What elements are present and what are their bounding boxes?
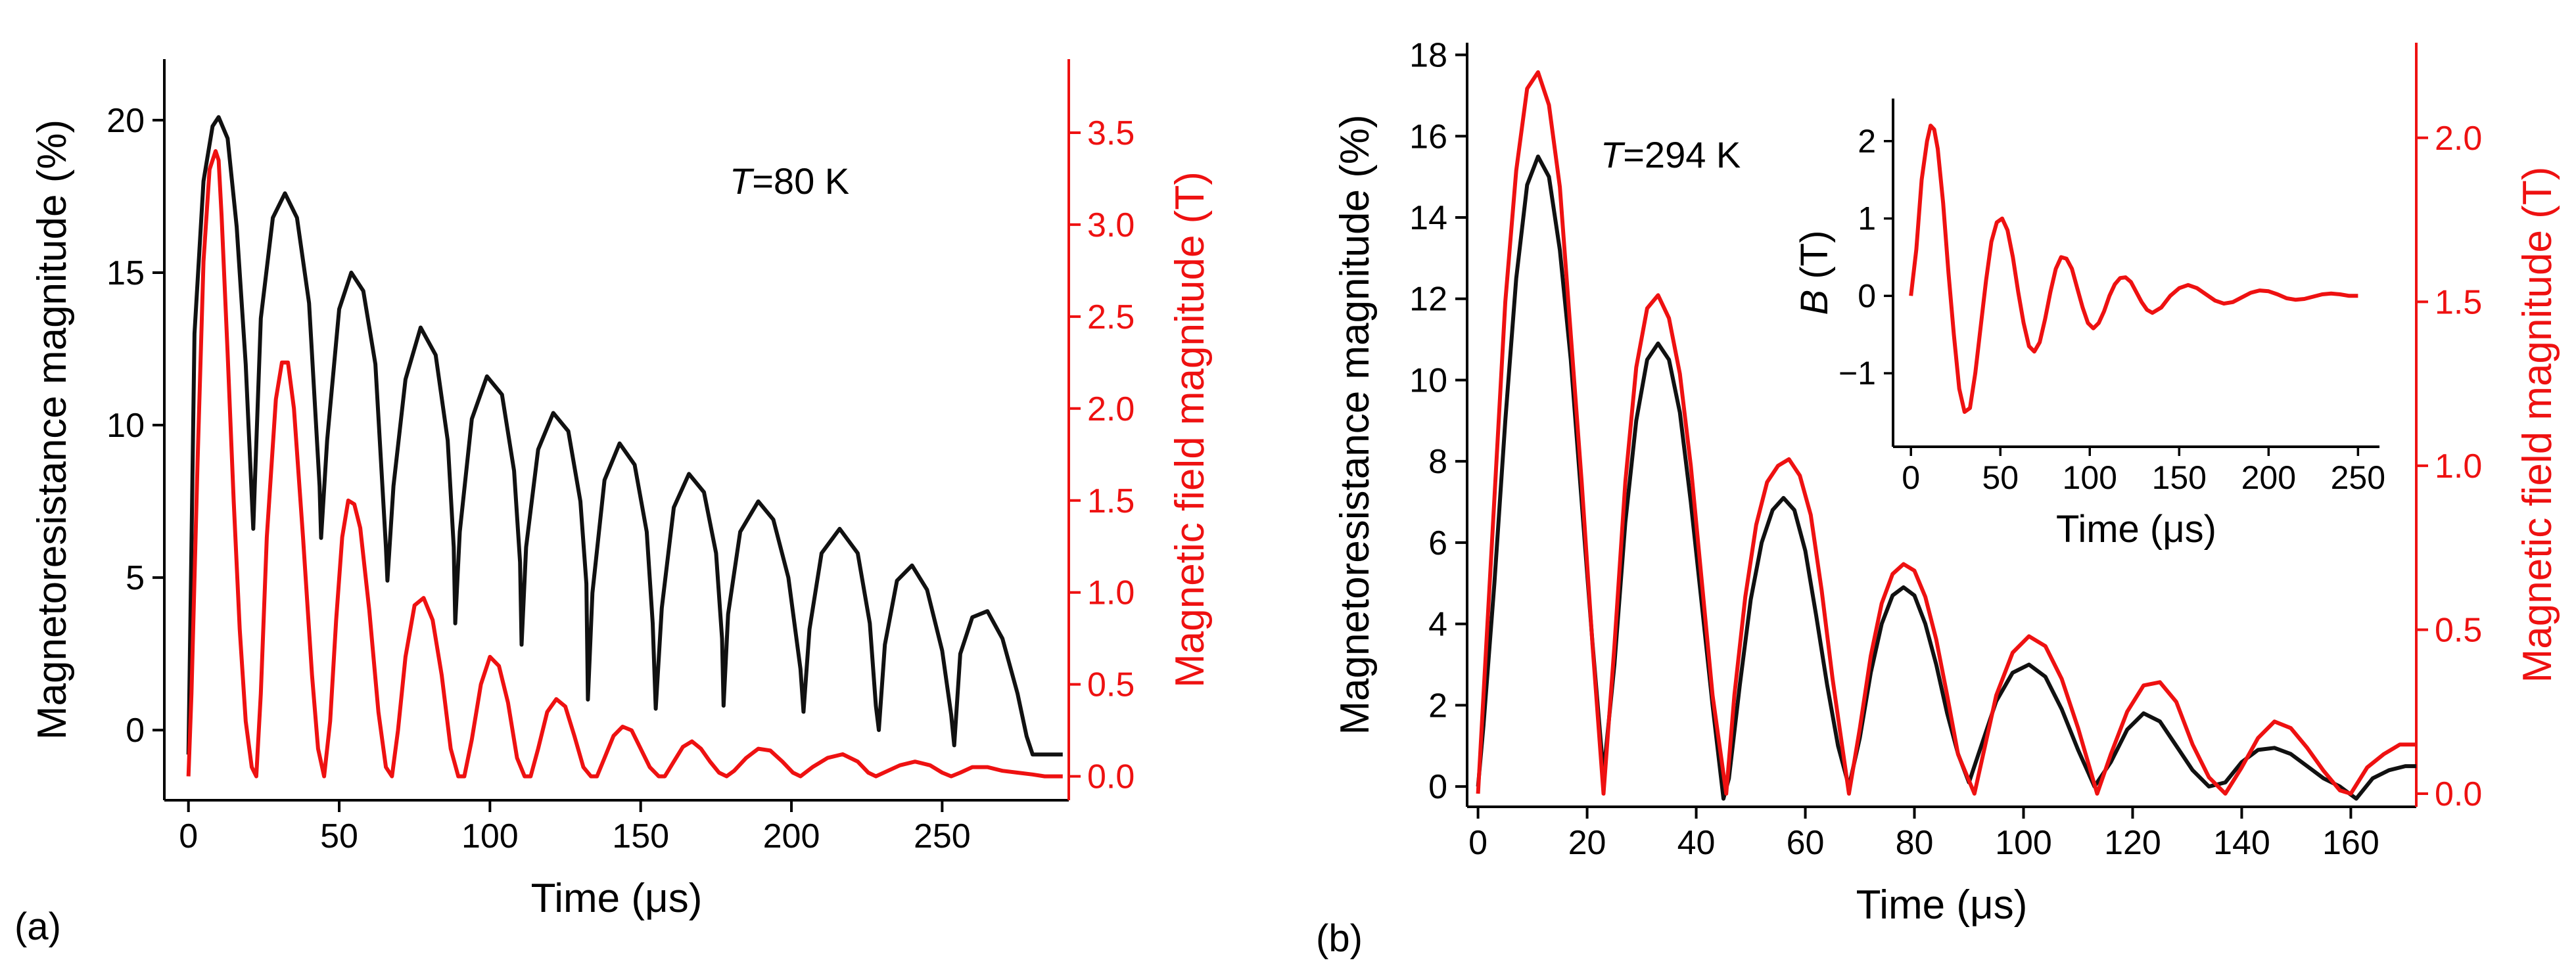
y-left-tick-label: 6 [1428, 524, 1447, 562]
temperature-value: =294 K [1623, 134, 1741, 175]
inset-x-tick-label: 150 [2152, 459, 2207, 496]
x-tick-label: 150 [612, 817, 669, 855]
panel-a: 0 50 100 150 200 250 0 5 10 15 20 0.0 0.5 1.0 1.5 2.0 2.… [30, 59, 1213, 921]
y-right-tick-label: 0.0 [1087, 758, 1135, 796]
y-right-tick-label: 3.5 [1087, 114, 1135, 152]
y-left-tick-label: 16 [1409, 118, 1447, 156]
inset-x-tick-label: 200 [2241, 459, 2296, 496]
y-right-tick-label: 0.5 [1087, 666, 1135, 704]
x-tick-label: 80 [1896, 824, 1934, 862]
temperature-annotation: T=294 K [1601, 134, 1741, 175]
inset-y-axis-unit: (T) [1793, 231, 1836, 290]
panel-b-inset: 0 50 100 150 200 250 −1 0 1 2 Time (μs) B (T) [1793, 99, 2385, 551]
y-left-tick-label: 0 [1428, 768, 1447, 806]
y-right-tick-label: 2.0 [1087, 390, 1135, 428]
inset-x-tick-label: 50 [1982, 459, 2019, 496]
x-tick-label: 50 [320, 817, 358, 855]
panel-a-label: (a) [14, 905, 61, 948]
y-left-tick-label: 10 [1409, 361, 1447, 399]
x-tick-label: 0 [179, 817, 198, 855]
y-right-tick-label: 0.5 [2435, 611, 2482, 649]
y-right-tick-label: 1.0 [2435, 447, 2482, 486]
y-right-tick-label: 1.0 [1087, 574, 1135, 612]
y-left-tick-label: 2 [1428, 687, 1447, 725]
y-left-tick-label: 8 [1428, 443, 1447, 481]
y-left-tick-label: 18 [1409, 37, 1447, 75]
y-right-tick-label: 2.0 [2435, 120, 2482, 158]
x-tick-label: 140 [2213, 824, 2270, 862]
temperature-symbol: T [1601, 134, 1626, 175]
y-right-tick-label: 1.5 [1087, 482, 1135, 520]
y-right-tick-label: 1.5 [2435, 283, 2482, 321]
y-left-axis-title: Magnetoresistance magnitude (%) [30, 120, 75, 740]
magnetoresistance-series-line [186, 115, 1063, 757]
inset-y-tick-label: 2 [1858, 123, 1876, 160]
panel-b: 0 20 40 60 80 100 120 140 1600246810121416180.00… [1332, 37, 2560, 928]
inset-x-tick-label: 250 [2331, 459, 2385, 496]
inset-x-tick-label: 100 [2063, 459, 2117, 496]
x-tick-label: 250 [914, 817, 971, 855]
x-axis-title: Time (μs) [1856, 882, 2028, 928]
panel-b-label: (b) [1316, 917, 1363, 960]
x-axis-title: Time (μs) [531, 876, 703, 921]
y-right-axis-title: Magnetic field magnitude (T) [1167, 171, 1213, 688]
magnetic-field-series-line [1476, 70, 2416, 796]
x-tick-label: 100 [461, 817, 519, 855]
y-right-tick-label: 3.0 [1087, 206, 1135, 244]
x-tick-label: 120 [2104, 824, 2161, 862]
x-tick-label: 0 [1468, 824, 1487, 862]
inset-y-axis-title: B (T) [1793, 231, 1836, 315]
y-left-tick-label: 14 [1409, 199, 1447, 237]
temperature-symbol: T [730, 160, 755, 202]
y-left-tick-label: 20 [106, 102, 145, 140]
inset-y-tick-label: −1 [1838, 355, 1876, 392]
y-left-tick-label: 12 [1409, 281, 1447, 319]
temperature-annotation: T=80 K [730, 160, 849, 202]
inset-y-tick-label: 0 [1858, 277, 1876, 314]
magnetic-field-series-line [186, 149, 1063, 779]
x-tick-label: 60 [1787, 824, 1825, 862]
x-tick-label: 200 [763, 817, 820, 855]
y-right-axis-title: Magnetic field magnitude (T) [2515, 167, 2560, 683]
y-left-axis-title: Magnetoresistance magnitude (%) [1332, 114, 1378, 735]
inset-y-axis-symbol: B [1793, 290, 1836, 315]
inset-x-tick-label: 0 [1902, 459, 1920, 496]
x-tick-label: 100 [1995, 824, 2052, 862]
inset-y-tick-label: 1 [1858, 200, 1876, 237]
y-left-tick-label: 4 [1428, 606, 1447, 644]
x-tick-label: 40 [1677, 824, 1716, 862]
y-left-tick-label: 15 [106, 254, 145, 292]
temperature-value: =80 K [752, 160, 849, 202]
x-tick-label: 20 [1568, 824, 1606, 862]
y-right-tick-label: 0.0 [2435, 775, 2482, 813]
inset-x-axis-title: Time (μs) [2056, 508, 2216, 551]
x-tick-label: 160 [2322, 824, 2379, 862]
y-left-tick-label: 5 [126, 559, 145, 597]
y-right-tick-label: 2.5 [1087, 298, 1135, 336]
y-left-tick-label: 10 [106, 407, 145, 445]
inset-field-series-line [1909, 124, 2358, 414]
y-left-tick-label: 0 [126, 712, 145, 750]
